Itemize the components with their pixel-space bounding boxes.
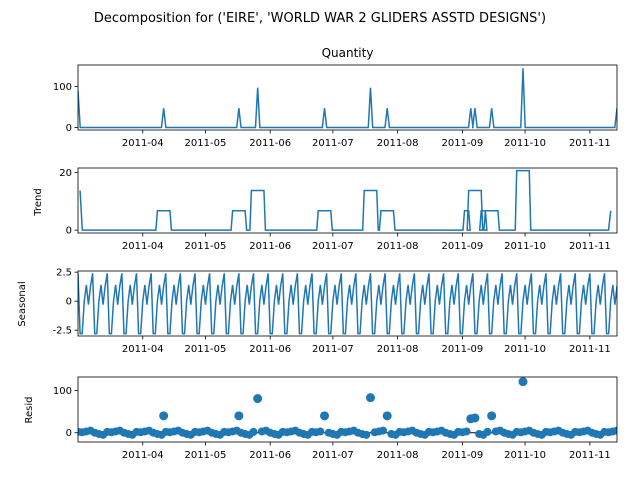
- resid-point: [379, 426, 388, 435]
- seasonal-ylabel: Seasonal: [17, 281, 28, 326]
- resid-axes-frame: [77, 376, 618, 443]
- observed-xtick-label: 2011-08: [377, 138, 419, 149]
- resid-outlier-point: [234, 411, 244, 421]
- resid-xtick-label: 2011-11: [569, 450, 611, 461]
- trend-ylabel: Trend: [33, 188, 44, 216]
- seasonal-line: [78, 273, 617, 335]
- observed-xtick-label: 2011-05: [185, 138, 227, 149]
- resid-xtick-label: 2011-10: [504, 450, 546, 461]
- seasonal-xtick-label: 2011-04: [122, 344, 164, 355]
- figure-suptitle: Decomposition for ('EIRE', 'WORLD WAR 2 …: [94, 11, 546, 26]
- seasonal-ytick-label: 2.5: [56, 268, 72, 279]
- trend-xtick-label: 2011-05: [185, 241, 227, 252]
- resid-xtick-label: 2011-09: [442, 450, 484, 461]
- trend-ytick-label: 0: [66, 226, 72, 237]
- seasonal-xtick-label: 2011-05: [185, 344, 227, 355]
- resid-outlier-point: [365, 393, 375, 403]
- seasonal-ytick-label: 0: [66, 297, 72, 308]
- observed-ytick-label: 100: [53, 82, 72, 93]
- seasonal-xtick-label: 2011-11: [569, 344, 611, 355]
- seasonal-xtick-label: 2011-10: [504, 344, 546, 355]
- resid-point: [316, 427, 325, 436]
- seasonal-panel: -2.5 0 2.5 2011-04 2011-05 2011-06 2011-07 2011…: [52, 268, 618, 355]
- resid-point: [362, 430, 371, 439]
- resid-point: [483, 427, 492, 436]
- seasonal-xtick-label: 2011-06: [249, 344, 291, 355]
- resid-xtick-label: 2011-08: [377, 450, 419, 461]
- observed-axes-frame: [77, 64, 618, 131]
- observed-xtick-label: 2011-06: [249, 138, 291, 149]
- resid-point: [462, 427, 471, 436]
- seasonal-ytick-label: -2.5: [52, 326, 72, 337]
- resid-point: [613, 426, 617, 435]
- resid-outlier-point: [470, 413, 480, 423]
- resid-outlier-point: [518, 377, 528, 387]
- resid-xtick-label: 2011-06: [249, 450, 291, 461]
- observed-xtick-label: 2011-04: [122, 138, 164, 149]
- seasonal-xtick-label: 2011-07: [312, 344, 354, 355]
- observed-title: Quantity: [322, 46, 374, 60]
- resid-outlier-point: [253, 394, 263, 404]
- trend-xtick-label: 2011-10: [504, 241, 546, 252]
- trend-ytick-label: 20: [59, 168, 72, 179]
- observed-panel: 0 100 2011-04 2011-05 2011-06 2011-07 2011-08 2…: [53, 64, 618, 149]
- resid-xtick-label: 2011-07: [312, 450, 354, 461]
- resid-xtick-label: 2011-04: [122, 450, 164, 461]
- resid-outlier-point: [382, 411, 392, 421]
- trend-panel: 0 20 2011-04 2011-05 2011-06 2011-07 2011-08 20…: [59, 167, 618, 252]
- resid-ytick-label: 0: [66, 428, 72, 439]
- trend-xtick-label: 2011-06: [249, 241, 291, 252]
- observed-ytick-label: 0: [66, 123, 72, 134]
- trend-xtick-label: 2011-07: [312, 241, 354, 252]
- resid-outlier-point: [487, 411, 497, 421]
- trend-xtick-label: 2011-09: [442, 241, 484, 252]
- seasonal-xtick-label: 2011-08: [377, 344, 419, 355]
- seasonal-xtick-label: 2011-09: [442, 344, 484, 355]
- resid-outlier-point: [320, 411, 330, 421]
- trend-xtick-label: 2011-11: [569, 241, 611, 252]
- trend-line: [79, 169, 612, 231]
- observed-xtick-label: 2011-09: [442, 138, 484, 149]
- observed-xtick-label: 2011-07: [312, 138, 354, 149]
- trend-xtick-label: 2011-08: [377, 241, 419, 252]
- seasonal-axes-frame: [77, 270, 618, 337]
- trend-axes-frame: [77, 167, 618, 234]
- resid-panel: 0 100 2011-04 2011-05 2011-06 2011-07 2011-08 2…: [53, 376, 618, 461]
- resid-ytick-label: 100: [53, 386, 72, 397]
- resid-outlier-point: [159, 411, 169, 421]
- resid-ylabel: Resid: [24, 397, 35, 424]
- observed-xtick-label: 2011-10: [504, 138, 546, 149]
- observed-xtick-label: 2011-11: [569, 138, 611, 149]
- observed-line: [78, 68, 617, 129]
- trend-xtick-label: 2011-04: [122, 241, 164, 252]
- resid-xtick-label: 2011-05: [185, 450, 227, 461]
- resid-point: [249, 427, 258, 436]
